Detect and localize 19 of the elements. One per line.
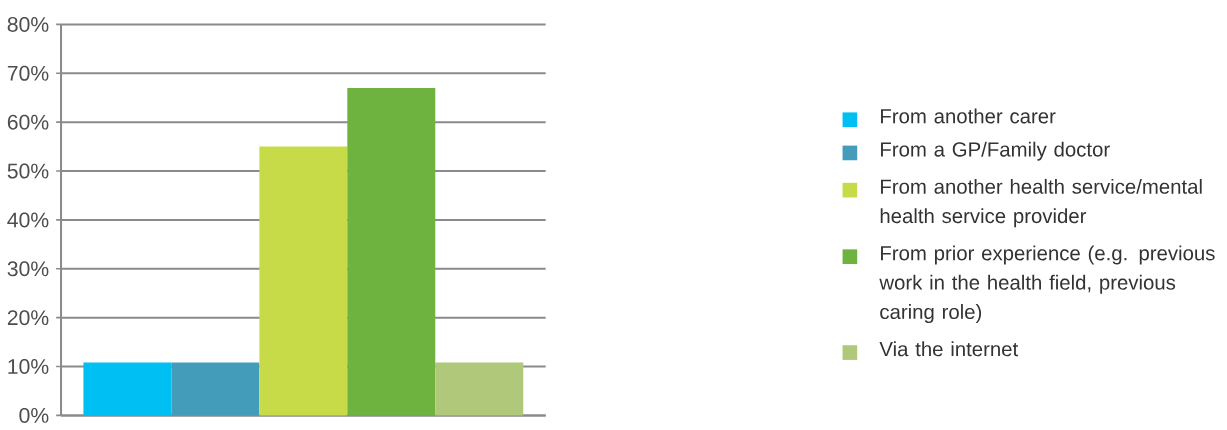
y-tick-label: 0% (19, 408, 49, 424)
legend-label: From another health service/mental health service provider (880, 179, 1202, 228)
y-tick-label: 20% (7, 310, 49, 326)
y-tick-label: 40% (7, 212, 49, 228)
y-tick-label: 50% (7, 163, 49, 179)
y-tick-label: 60% (7, 114, 49, 130)
bar (83, 362, 172, 416)
bar (259, 146, 348, 416)
y-tick-label: 70% (7, 65, 49, 81)
bar (435, 362, 524, 416)
legend-label: From another carer (881, 108, 1056, 124)
y-tick-label: 10% (8, 359, 49, 375)
bar (171, 362, 260, 416)
bar (347, 88, 436, 416)
y-tick-label: 80% (7, 17, 49, 33)
y-tick-label: 30% (7, 261, 49, 277)
legend-label: From a GP/Family doctor (881, 141, 1110, 161)
legend-label: From prior experience (e.g. previous work in the health field, previous caring role) (879, 245, 1215, 324)
legend-label: Via the internet (879, 341, 1019, 357)
